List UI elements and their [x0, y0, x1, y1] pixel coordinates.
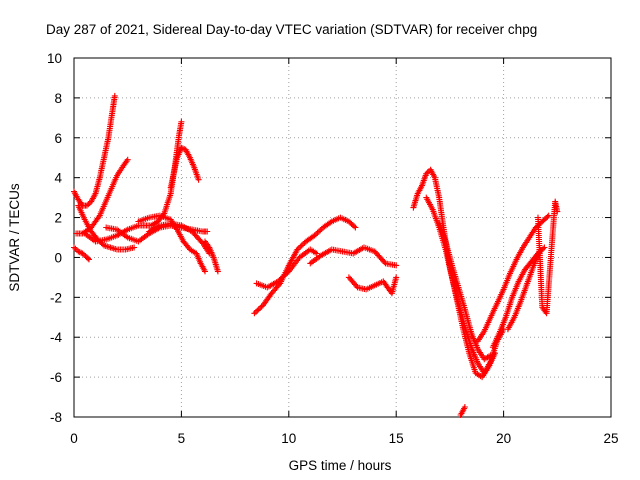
data-point: [554, 208, 561, 215]
chart-title: Day 287 of 2021, Sidereal Day-to-day VTE…: [46, 22, 537, 37]
data-point: [255, 306, 262, 313]
data-point: [85, 255, 91, 262]
x-axis-tick-labels: 0 5 10 15 20 25: [70, 431, 618, 446]
data-series: [71, 92, 561, 418]
x-tick-label: 15: [389, 431, 404, 446]
x-axis-label: GPS time / hours: [289, 458, 392, 473]
data-point: [424, 169, 431, 176]
data-point: [124, 156, 131, 163]
series-arc-m: [307, 244, 400, 269]
data-point: [252, 309, 259, 315]
data-point: [86, 256, 92, 263]
data-point: [131, 244, 138, 251]
data-point: [71, 244, 77, 251]
data-point: [540, 245, 547, 252]
series-arc-q: [436, 220, 494, 363]
data-point: [111, 92, 118, 99]
y-axis-label: SDTVAR / TECUs: [7, 183, 22, 292]
plot-frame: [73, 57, 612, 418]
data-point: [297, 243, 304, 250]
data-point: [393, 262, 400, 269]
data-point: [72, 245, 79, 252]
data-point: [352, 224, 359, 231]
y-tick-label: 4: [54, 171, 62, 186]
y-tick-label: -6: [50, 370, 62, 385]
data-point: [79, 250, 86, 257]
series-arc-d: [75, 202, 138, 253]
y-tick-label: -4: [50, 330, 62, 345]
series-arc-a: [71, 92, 118, 209]
series-arc-r: [457, 404, 468, 418]
data-point: [254, 307, 261, 314]
series-arc-s: [474, 212, 552, 345]
data-point: [313, 250, 320, 257]
series-arc-l: [253, 246, 320, 291]
series-arc-v: [535, 198, 561, 317]
data-point: [251, 310, 258, 317]
axis-ticks: [73, 57, 612, 418]
data-point: [85, 201, 92, 208]
data-point: [195, 176, 202, 183]
y-tick-label: 0: [54, 250, 62, 265]
series-arc-j: [202, 238, 221, 275]
data-point: [294, 246, 301, 253]
data-point: [311, 232, 318, 239]
data-point: [178, 144, 185, 151]
x-tick-label: 5: [178, 431, 186, 446]
x-tick-label: 20: [496, 431, 511, 446]
data-point: [351, 223, 358, 230]
y-tick-label: 8: [54, 91, 62, 106]
data-point: [178, 118, 185, 125]
data-point: [461, 404, 468, 410]
y-tick-label: 2: [54, 211, 62, 226]
data-point: [298, 242, 305, 249]
data-point: [544, 213, 551, 220]
data-point: [313, 231, 319, 238]
series-arc-h: [135, 212, 208, 275]
x-tick-label: 10: [281, 431, 296, 446]
series-arc-p: [423, 194, 507, 377]
data-point: [204, 228, 211, 235]
data-point: [487, 352, 494, 359]
data-point: [317, 227, 324, 234]
series-arc-k: [251, 214, 359, 317]
y-tick-label: -8: [50, 410, 62, 425]
data-point: [545, 212, 552, 219]
data-point: [423, 170, 430, 177]
data-point: [214, 268, 221, 275]
series-arc-c: [71, 244, 92, 263]
data-point: [315, 228, 322, 235]
data-point: [393, 274, 400, 281]
y-tick-label: -2: [50, 290, 62, 305]
y-tick-label: 6: [54, 131, 62, 146]
series-arc-n: [345, 274, 400, 297]
series-arc-b: [73, 156, 131, 237]
data-point: [202, 268, 208, 275]
y-tick-label: 10: [47, 51, 62, 66]
data-point: [257, 305, 264, 311]
x-tick-label: 0: [70, 431, 78, 446]
data-point: [75, 248, 82, 255]
x-tick-label: 25: [603, 431, 618, 446]
y-axis-tick-labels: -8 -6 -4 -2 0 2 4 6 8 10: [47, 51, 63, 425]
data-point: [83, 202, 90, 209]
series-arc-i: [167, 144, 202, 191]
